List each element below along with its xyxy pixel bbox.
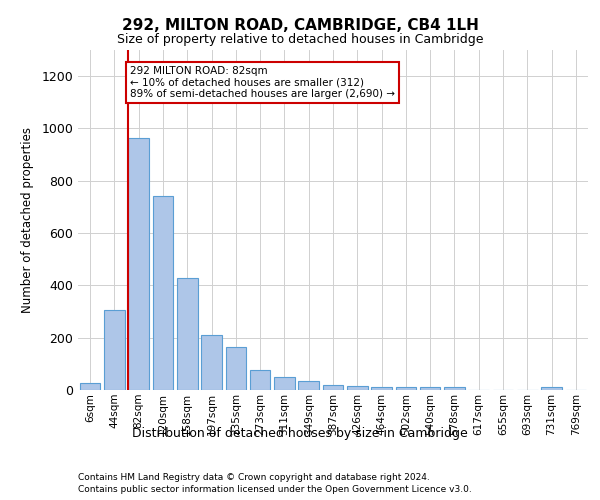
- Bar: [371, 387, 392, 390]
- Bar: [177, 278, 197, 390]
- Text: 292, MILTON ROAD, CAMBRIDGE, CB4 1LH: 292, MILTON ROAD, CAMBRIDGE, CB4 1LH: [122, 18, 478, 32]
- Bar: [298, 382, 319, 390]
- Bar: [128, 138, 149, 390]
- Bar: [274, 378, 295, 390]
- Bar: [201, 335, 222, 390]
- Text: Contains public sector information licensed under the Open Government Licence v3: Contains public sector information licen…: [78, 485, 472, 494]
- Bar: [420, 387, 440, 390]
- Bar: [323, 386, 343, 390]
- Text: 292 MILTON ROAD: 82sqm
← 10% of detached houses are smaller (312)
89% of semi-de: 292 MILTON ROAD: 82sqm ← 10% of detached…: [130, 66, 395, 99]
- Bar: [80, 384, 100, 390]
- Bar: [104, 310, 125, 390]
- Bar: [541, 387, 562, 390]
- Bar: [395, 387, 416, 390]
- Text: Distribution of detached houses by size in Cambridge: Distribution of detached houses by size …: [132, 428, 468, 440]
- Bar: [250, 370, 271, 390]
- Bar: [152, 196, 173, 390]
- Bar: [444, 387, 465, 390]
- Y-axis label: Number of detached properties: Number of detached properties: [22, 127, 34, 313]
- Text: Contains HM Land Registry data © Crown copyright and database right 2024.: Contains HM Land Registry data © Crown c…: [78, 472, 430, 482]
- Text: Size of property relative to detached houses in Cambridge: Size of property relative to detached ho…: [117, 32, 483, 46]
- Bar: [347, 386, 368, 390]
- Bar: [226, 347, 246, 390]
